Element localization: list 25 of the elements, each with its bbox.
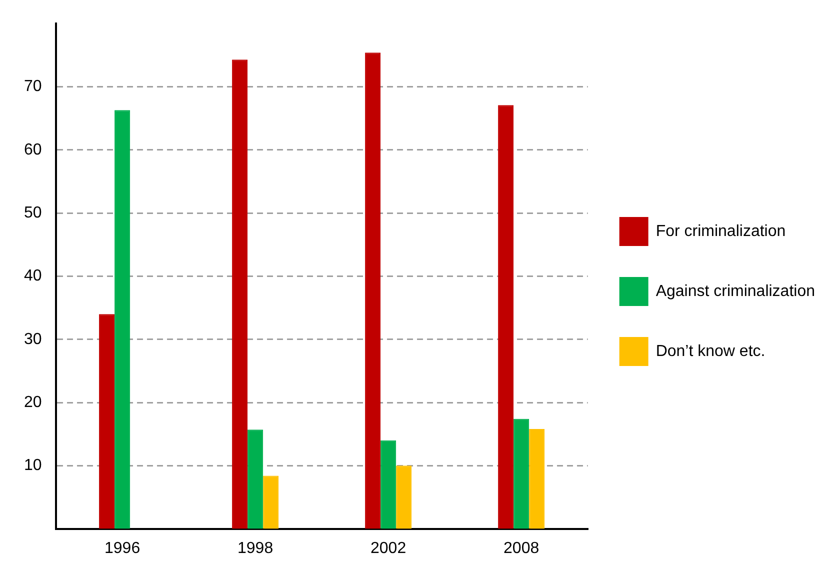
- bar: [396, 466, 412, 529]
- x-tick-label: 1998: [238, 540, 274, 557]
- bar: [232, 60, 248, 529]
- y-tick-label: 20: [24, 394, 42, 411]
- legend-label: Don’t know etc.: [656, 342, 766, 360]
- x-tick-label: 2008: [504, 540, 540, 557]
- bar: [99, 314, 115, 529]
- bar: [514, 418, 530, 529]
- x-tick-label: 1996: [104, 540, 140, 557]
- x-tick-label: 2002: [370, 540, 406, 557]
- bar: [380, 440, 396, 529]
- bar: [114, 110, 130, 529]
- bar: [263, 476, 279, 529]
- bar: [365, 52, 381, 529]
- bar: [248, 430, 264, 529]
- y-tick-label: 70: [24, 78, 42, 96]
- legend-label: For criminalization: [656, 222, 786, 240]
- y-tick-label: 60: [24, 141, 42, 158]
- y-tick-label: 10: [24, 457, 42, 474]
- y-tick-label: 30: [24, 330, 42, 348]
- legend-label: Against criminalization: [656, 282, 816, 300]
- bar: [498, 105, 514, 529]
- bar: [529, 429, 545, 529]
- y-tick-label: 50: [24, 204, 42, 222]
- y-tick-label: 40: [24, 268, 42, 285]
